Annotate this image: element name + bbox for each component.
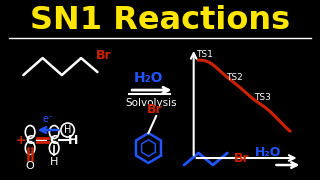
Text: H: H bbox=[64, 125, 71, 135]
Text: H₂O: H₂O bbox=[134, 71, 163, 85]
Text: Br: Br bbox=[96, 49, 111, 62]
Text: +: + bbox=[15, 134, 26, 147]
Text: TS2: TS2 bbox=[227, 73, 243, 82]
Text: H₂O: H₂O bbox=[255, 145, 281, 159]
Text: Br: Br bbox=[234, 152, 250, 165]
Text: H: H bbox=[50, 157, 58, 167]
Text: TS1: TS1 bbox=[196, 50, 213, 59]
Text: Solvolysis: Solvolysis bbox=[125, 98, 177, 108]
Text: H: H bbox=[68, 134, 79, 147]
Text: C: C bbox=[50, 134, 59, 147]
Text: TS3: TS3 bbox=[254, 93, 271, 102]
Text: SN1 Reactions: SN1 Reactions bbox=[30, 4, 290, 36]
Text: C: C bbox=[26, 134, 35, 147]
Text: e⁻: e⁻ bbox=[43, 114, 54, 124]
Text: O: O bbox=[26, 161, 35, 171]
Text: Br: Br bbox=[147, 103, 162, 116]
